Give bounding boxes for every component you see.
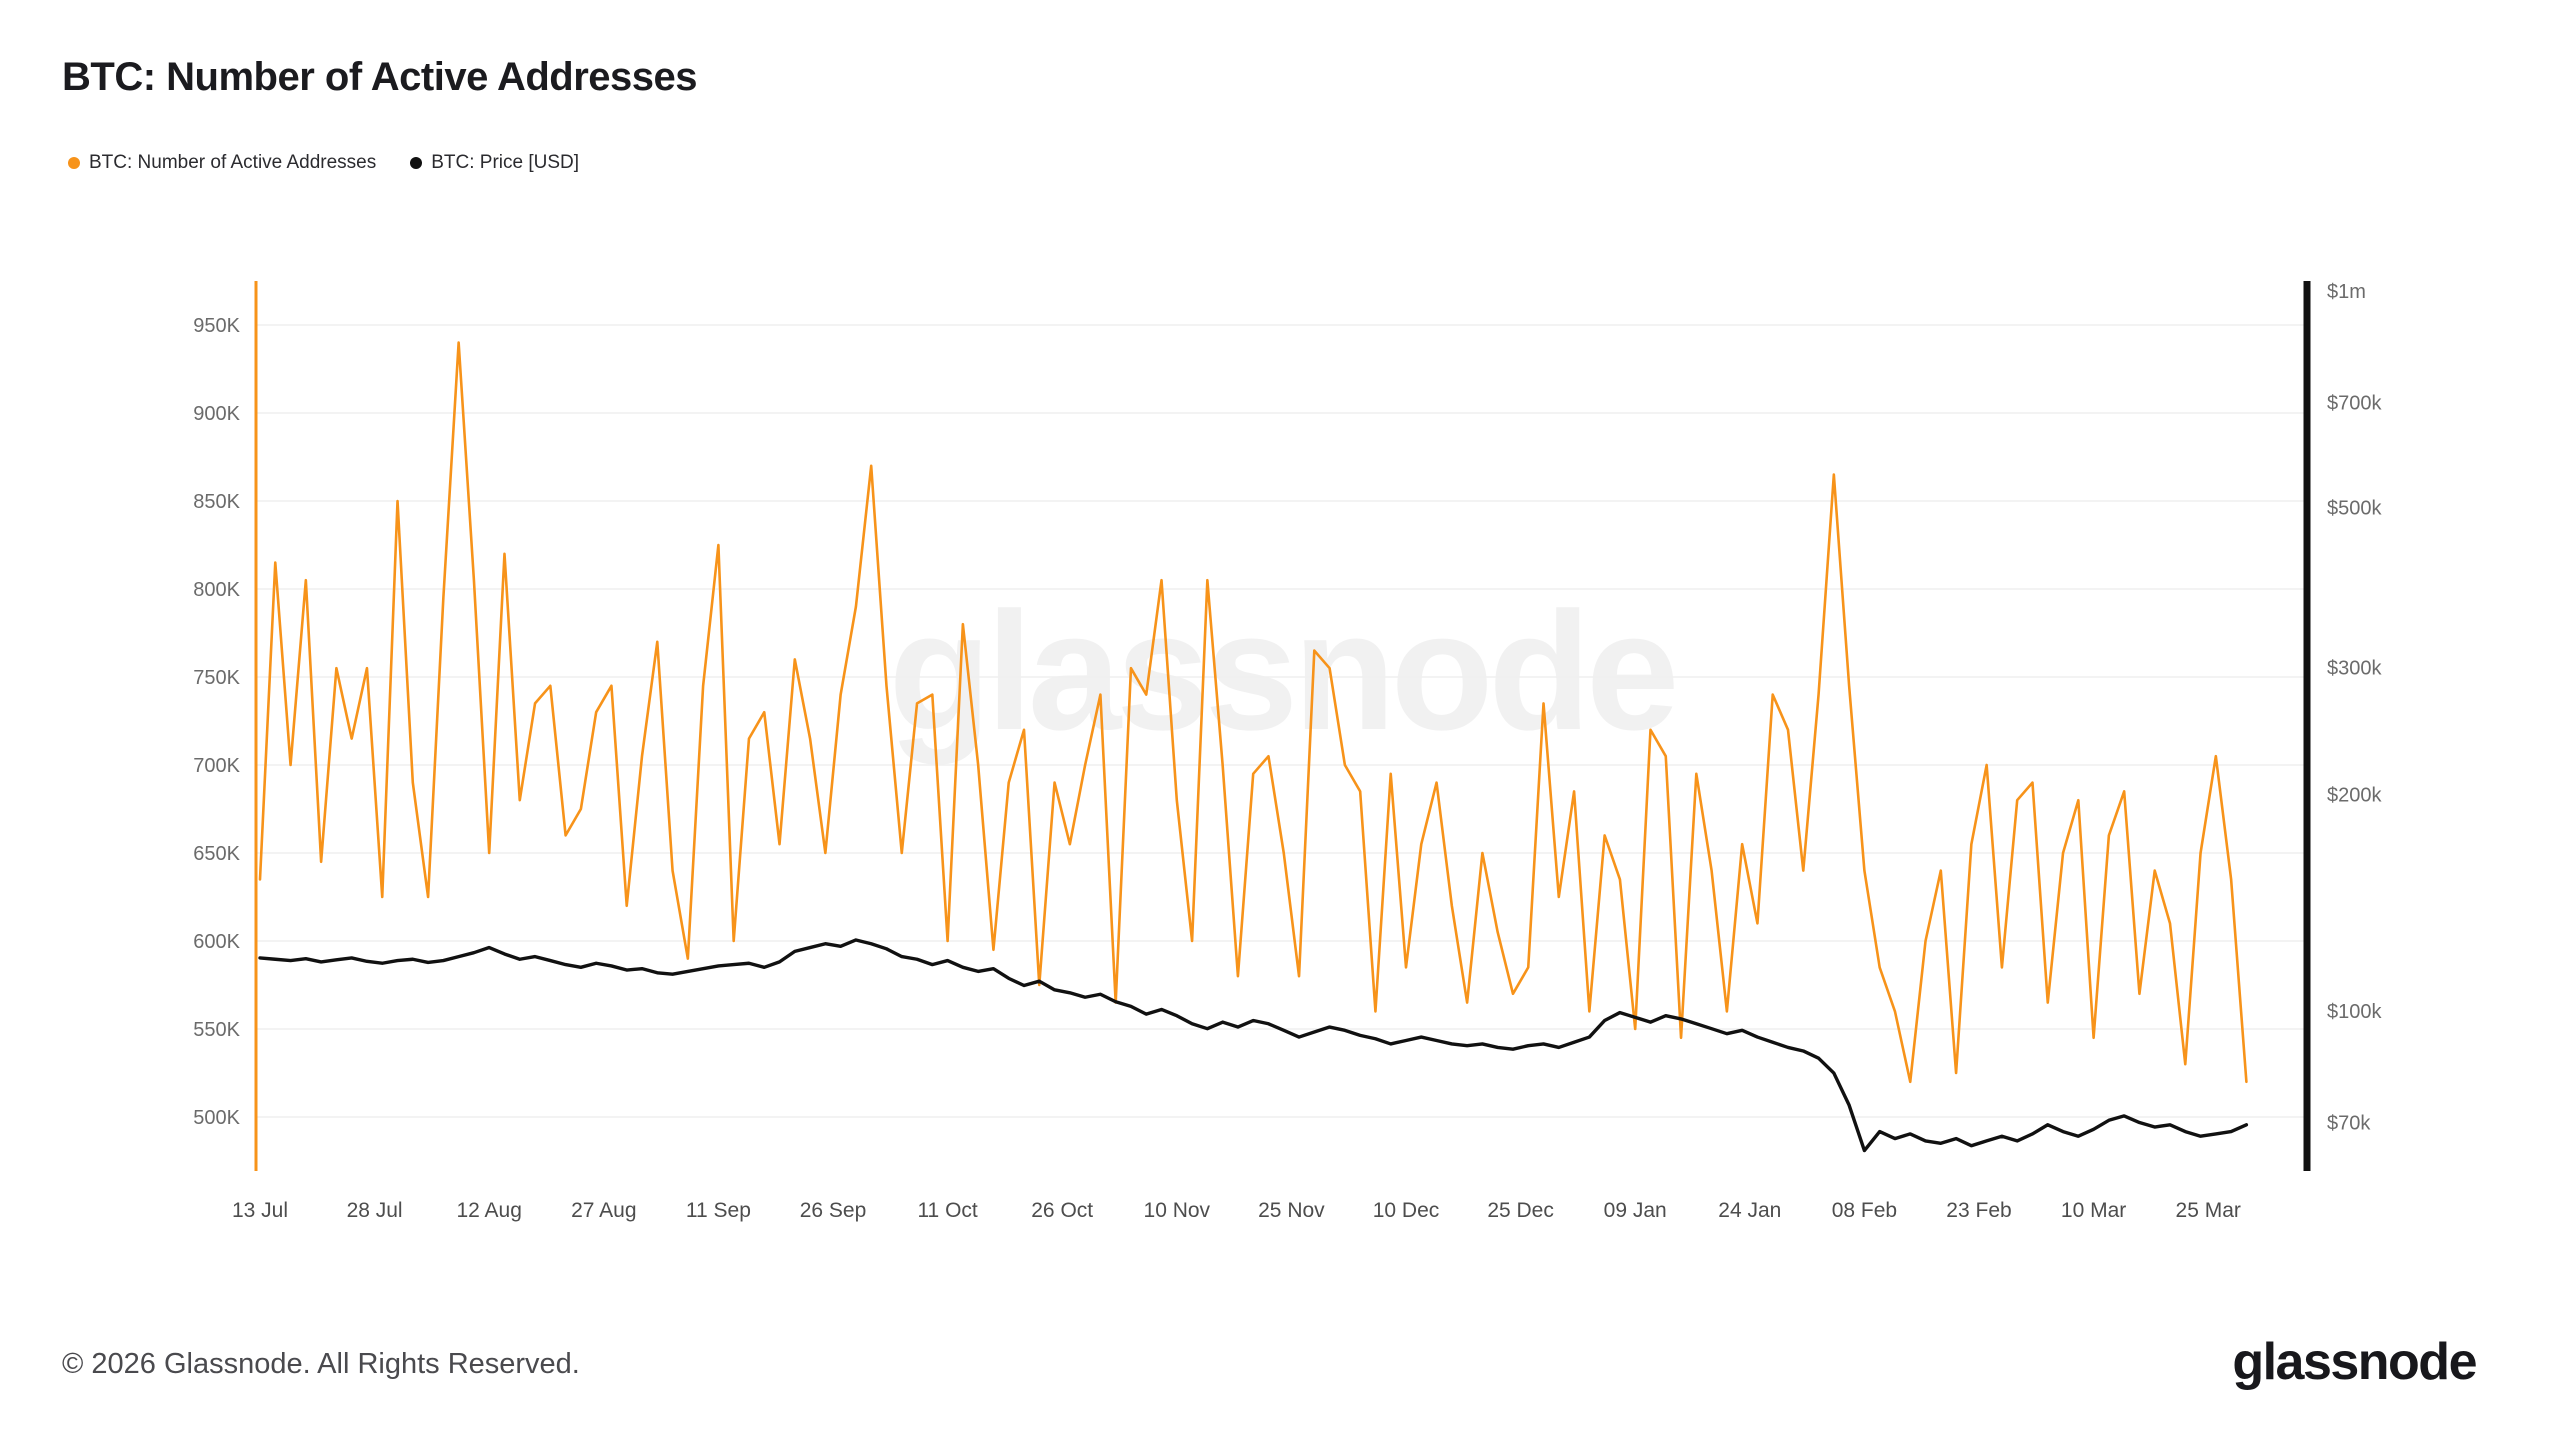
x-axis-tick: 25 Nov bbox=[1258, 1199, 1325, 1222]
x-axis-tick: 10 Dec bbox=[1373, 1199, 1440, 1222]
x-axis-tick: 24 Jan bbox=[1718, 1199, 1781, 1222]
x-axis-tick: 28 Jul bbox=[347, 1199, 403, 1222]
right-axis-tick: $100k bbox=[2327, 1001, 2382, 1023]
left-axis-tick: 600K bbox=[193, 931, 240, 953]
x-axis-tick: 26 Sep bbox=[800, 1199, 867, 1222]
active-addresses-line bbox=[258, 341, 2248, 1084]
right-axis-tick: $500k bbox=[2327, 498, 2382, 520]
legend-item-price[interactable]: BTC: Price [USD] bbox=[410, 152, 579, 174]
legend: BTC: Number of Active Addresses BTC: Pri… bbox=[68, 152, 579, 174]
x-axis-tick: 11 Oct bbox=[917, 1199, 977, 1222]
x-axis-tick: 25 Mar bbox=[2176, 1199, 2241, 1222]
x-axis-tick: 10 Nov bbox=[1144, 1199, 1211, 1222]
left-axis-tick: 950K bbox=[193, 315, 240, 337]
legend-label-price: BTC: Price [USD] bbox=[431, 152, 580, 173]
x-axis-tick: 09 Jan bbox=[1604, 1199, 1667, 1222]
page-title: BTC: Number of Active Addresses bbox=[62, 55, 698, 99]
x-axis-tick: 08 Feb bbox=[1832, 1199, 1897, 1222]
left-axis-tick: 550K bbox=[193, 1019, 240, 1041]
right-axis-tick: $700k bbox=[2327, 393, 2382, 415]
left-axis-tick: 800K bbox=[193, 579, 240, 601]
x-axis-tick: 25 Dec bbox=[1487, 1199, 1554, 1222]
right-axis-tick: $1m bbox=[2327, 281, 2366, 303]
x-axis-tick: 12 Aug bbox=[456, 1199, 521, 1222]
x-axis-tick: 23 Feb bbox=[1946, 1199, 2011, 1222]
x-axis-tick: 13 Jul bbox=[232, 1199, 288, 1222]
x-axis-tick: 11 Sep bbox=[686, 1199, 751, 1222]
price-line bbox=[258, 938, 2249, 1153]
x-axis-tick: 27 Aug bbox=[571, 1199, 636, 1222]
legend-label-active-addresses: BTC: Number of Active Addresses bbox=[89, 152, 377, 173]
left-axis-tick: 850K bbox=[193, 491, 240, 513]
left-axis-tick: 750K bbox=[193, 667, 240, 689]
legend-item-active-addresses[interactable]: BTC: Number of Active Addresses bbox=[68, 152, 376, 174]
legend-dot-orange-icon bbox=[68, 157, 80, 169]
left-axis-tick: 700K bbox=[193, 755, 240, 777]
glassnode-logo: glassnode bbox=[2232, 1333, 2477, 1391]
right-axis-tick: $200k bbox=[2327, 784, 2382, 806]
copyright-text: © 2026 Glassnode. All Rights Reserved. bbox=[62, 1348, 580, 1380]
legend-dot-black-icon bbox=[410, 157, 423, 169]
x-axis-tick: 26 Oct bbox=[1031, 1199, 1093, 1222]
right-axis-tick: $300k bbox=[2327, 657, 2382, 679]
left-axis-tick: 650K bbox=[193, 843, 240, 865]
x-axis-tick: 10 Mar bbox=[2061, 1199, 2126, 1222]
right-axis-tick: $70k bbox=[2327, 1113, 2371, 1135]
left-axis-tick: 500K bbox=[193, 1107, 240, 1129]
left-axis-tick: 900K bbox=[193, 403, 240, 425]
